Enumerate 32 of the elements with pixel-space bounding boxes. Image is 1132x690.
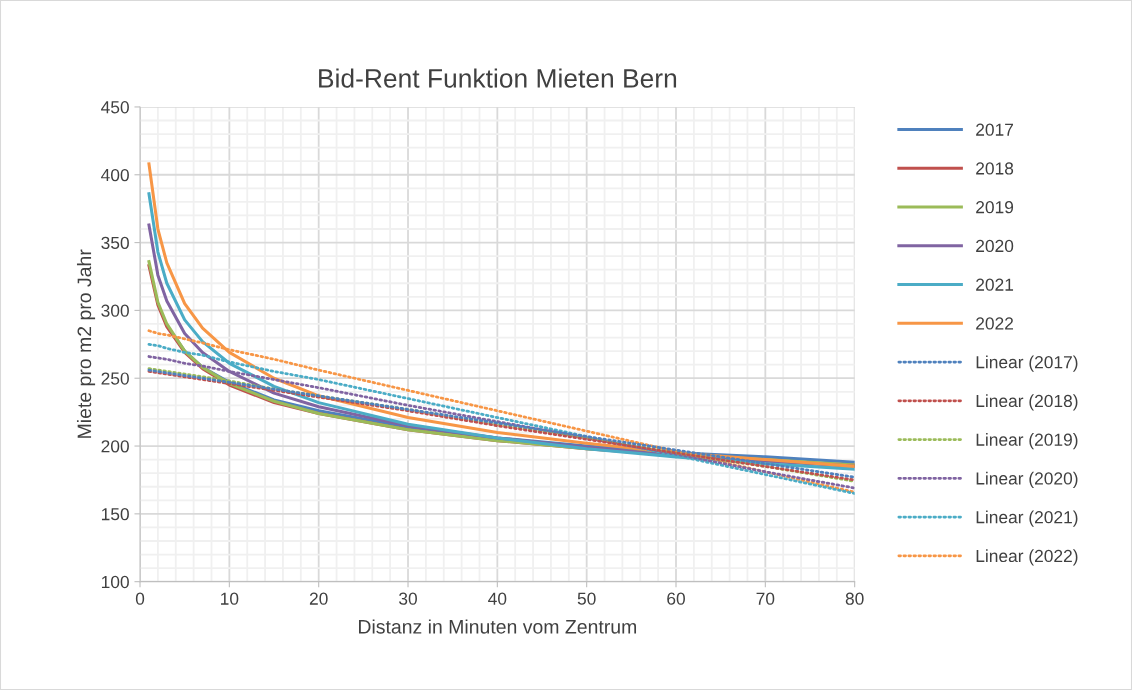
legend-label: Linear (2017): [976, 355, 1078, 372]
x-tick-label: 30: [399, 592, 417, 605]
legend-label: 2018: [976, 162, 1014, 175]
y-tick-label: 150: [101, 508, 129, 521]
y-tick-label: 300: [101, 304, 129, 317]
legend-label: Linear (2022): [976, 549, 1078, 566]
legend-label: Linear (2021): [976, 510, 1078, 527]
y-tick-label: 350: [101, 236, 129, 250]
y-tick-label: 100: [101, 575, 129, 589]
y-tick-label: 400: [101, 168, 129, 182]
chart-title: Bid-Rent Funktion Mieten Bern: [319, 68, 677, 88]
y-tick-label: 250: [101, 372, 129, 385]
x-tick-label: 0: [135, 592, 145, 605]
x-tick-label: 40: [488, 592, 507, 605]
legend-label: 2020: [976, 239, 1014, 253]
y-axis-title: Miete pro m2 pro Jahr: [76, 249, 96, 438]
x-tick-label: 10: [221, 592, 239, 605]
x-tick-label: 60: [667, 592, 685, 605]
legend-label: Linear (2018): [976, 394, 1078, 411]
x-tick-label: 50: [577, 592, 596, 605]
legend-label: 2019: [976, 201, 1014, 214]
legend-label: 2017: [976, 123, 1014, 136]
y-tick-label: 450: [101, 101, 129, 114]
x-tick-label: 20: [309, 592, 328, 605]
y-tick-label: 200: [101, 440, 129, 453]
legend-label: Linear (2019): [976, 433, 1078, 450]
legend-label: 2022: [976, 317, 1014, 330]
legend-label: Linear (2020): [976, 471, 1078, 489]
x-tick-label: 80: [845, 592, 864, 605]
x-axis-title: Distanz in Minuten vom Zentrum: [359, 619, 637, 634]
legend-label: 2021: [976, 278, 1014, 291]
x-tick-label: 70: [756, 592, 775, 605]
